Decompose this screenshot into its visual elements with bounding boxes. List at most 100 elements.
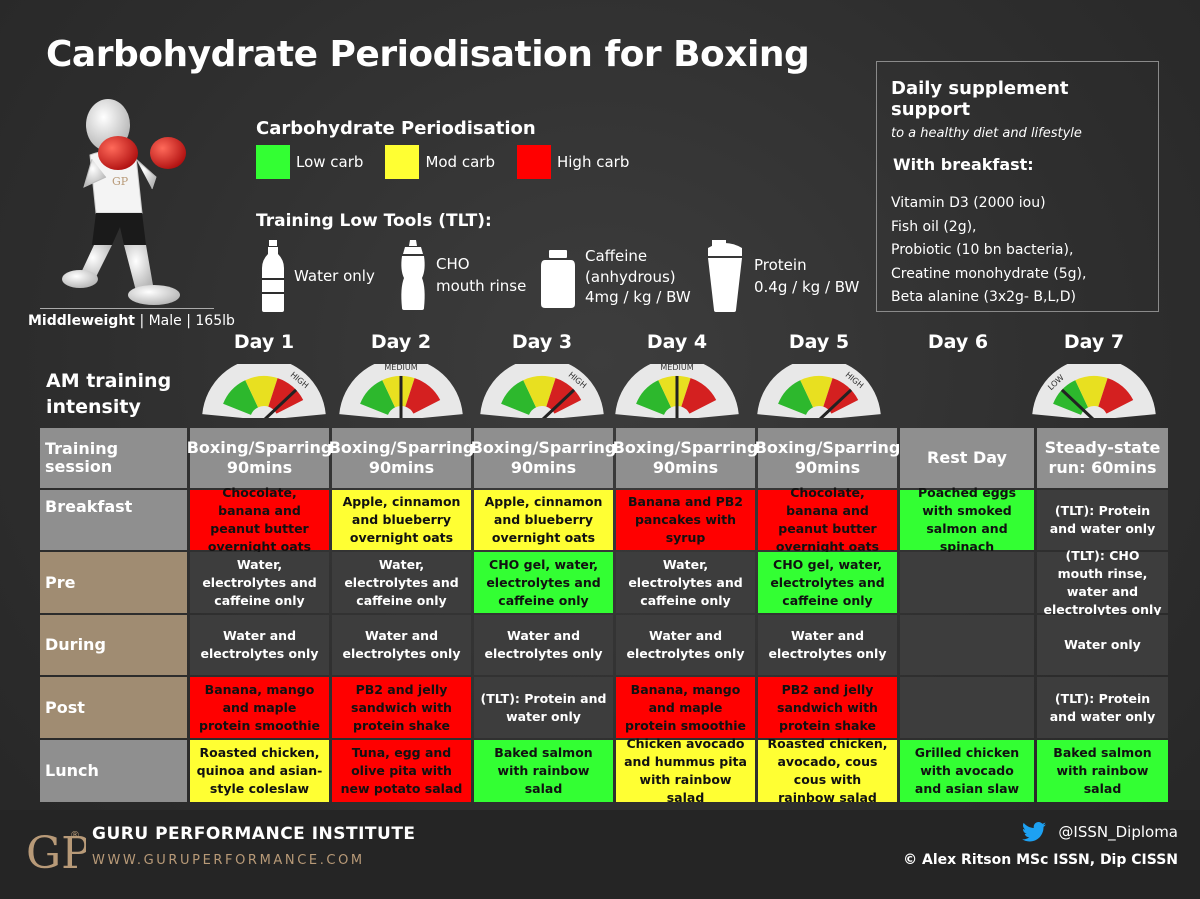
supplement-subtitle: to a healthy diet and lifestyle bbox=[891, 126, 1082, 141]
gauge-level-label: MEDIUM bbox=[384, 364, 417, 372]
gauge-segment bbox=[360, 380, 396, 415]
gauge-segment bbox=[1098, 378, 1134, 414]
session-cell: Rest Day bbox=[900, 428, 1034, 488]
row-label-lunch: Lunch bbox=[40, 740, 187, 802]
supplement-item: Vitamin D3 (2000 iou) bbox=[891, 195, 1046, 211]
athlete-details: | Male | 165lb bbox=[139, 313, 235, 329]
meal-cell: Roasted chicken, avocado, cous cous with… bbox=[758, 736, 897, 805]
supplement-tub-icon bbox=[541, 250, 575, 308]
am-label-line2: intensity bbox=[46, 396, 141, 418]
twitter-bird-icon bbox=[1022, 822, 1047, 842]
gauge-segment bbox=[501, 380, 537, 415]
tool-caffeine-line3: 4mg / kg / BW bbox=[585, 288, 691, 307]
tool-protein-line1: Protein bbox=[754, 255, 807, 274]
intensity-gauge-day-3: HIGH bbox=[480, 364, 604, 418]
supplement-item: Beta alanine (3x2g- B,L,D) bbox=[891, 289, 1076, 305]
intensity-gauge-day-2: MEDIUM bbox=[339, 364, 463, 418]
logo-text: GP bbox=[26, 828, 86, 879]
meal-cell: (TLT): CHO mouth rinse, water and electr… bbox=[1037, 548, 1168, 617]
carb-legend: Low carb Mod carb High carb bbox=[256, 145, 651, 179]
intensity-gauge-day-1: HIGH bbox=[202, 364, 326, 418]
meal-cell: Baked salmon with rainbow salad bbox=[1037, 740, 1168, 802]
day-label-2: Day 2 bbox=[370, 331, 432, 353]
meal-cell: PB2 and jelly sandwich with protein shak… bbox=[332, 677, 471, 738]
supplement-item: Probiotic (10 bn bacteria), bbox=[891, 242, 1074, 258]
session-cell: Boxing/Sparring 90mins bbox=[329, 428, 474, 488]
tool-cho-line1: CHO bbox=[436, 254, 470, 273]
gauge-segment bbox=[546, 378, 582, 414]
session-cell: Boxing/Sparring 90mins bbox=[187, 428, 332, 488]
tool-water: Water only bbox=[262, 240, 375, 312]
session-cell: Boxing/Sparring 90mins bbox=[755, 428, 900, 488]
water-bottle-icon bbox=[262, 240, 284, 312]
gauge-segment bbox=[382, 376, 415, 408]
day-label-4: Day 4 bbox=[646, 331, 708, 353]
gauge-segment bbox=[636, 380, 672, 415]
supplement-item: Creatine monohydrate (5g), bbox=[891, 265, 1087, 282]
day-label-3: Day 3 bbox=[511, 331, 573, 353]
gauge-needle bbox=[1060, 388, 1095, 418]
protein-shaker-icon bbox=[708, 240, 742, 312]
meal-cell: Banana and PB2 pancakes with syrup bbox=[616, 490, 755, 550]
mod-carb-swatch bbox=[385, 145, 420, 179]
meal-cell: Apple, cinnamon and blueberry overnight … bbox=[332, 490, 471, 550]
tool-cho-rinse: CHO mouth rinse bbox=[400, 240, 526, 310]
meal-cell: Chicken avocado and hummus pita with rai… bbox=[616, 736, 755, 805]
meal-cell bbox=[900, 615, 1034, 675]
tlt-title: Training Low Tools (TLT): bbox=[256, 211, 492, 231]
meal-cell: Water, electrolytes and caffeine only bbox=[616, 552, 755, 613]
intensity-gauge-day-5: HIGH bbox=[757, 364, 881, 418]
gauge-level-label: MEDIUM bbox=[660, 364, 693, 372]
intensity-gauge-day-7: LOW bbox=[1032, 364, 1156, 418]
gauge-segment bbox=[245, 376, 278, 408]
high-carb-label: High carb bbox=[556, 153, 630, 171]
page-title: Carbohydrate Periodisation for Boxing bbox=[46, 34, 810, 75]
gauge-needle bbox=[541, 388, 576, 418]
twitter-handle-text: @ISSN_Diploma bbox=[1058, 823, 1178, 841]
meal-cell: CHO gel, water, electrolytes and caffein… bbox=[474, 552, 613, 613]
gauge-segment bbox=[658, 376, 691, 408]
meal-cell: Water only bbox=[1037, 615, 1168, 675]
low-carb-swatch bbox=[256, 145, 290, 179]
svg-text:GP: GP bbox=[112, 175, 129, 188]
tool-caffeine-line1: Caffeine bbox=[585, 246, 648, 265]
am-label-line1: AM training bbox=[46, 370, 172, 392]
gauge-segment bbox=[823, 378, 859, 414]
boxer-figure-icon: GP bbox=[62, 99, 186, 305]
high-carb-swatch bbox=[516, 145, 551, 179]
day-label-7: Day 7 bbox=[1063, 331, 1125, 353]
tool-caffeine-line2: (anhydrous) bbox=[585, 267, 676, 286]
gauge-segment bbox=[800, 376, 833, 408]
meal-cell: Banana, mango and maple protein smoothie bbox=[190, 677, 329, 738]
twitter-handle[interactable]: @ISSN_Diploma bbox=[1022, 822, 1178, 842]
institute-url[interactable]: WWW.GURUPERFORMANCE.COM bbox=[92, 853, 365, 868]
meal-cell: Chocolate, banana and peanut butter over… bbox=[190, 485, 329, 554]
tool-caffeine: Caffeine (anhydrous) 4mg / kg / BW bbox=[541, 246, 691, 308]
gp-logo-icon: GP ® bbox=[26, 828, 86, 879]
day-label-6: Day 6 bbox=[927, 331, 989, 353]
gauge-segment bbox=[268, 378, 304, 414]
meal-cell: Baked salmon with rainbow salad bbox=[474, 740, 613, 802]
meal-cell: PB2 and jelly sandwich with protein shak… bbox=[758, 677, 897, 738]
supplement-with-label: With breakfast: bbox=[893, 155, 1034, 174]
row-label-training-session: Training session bbox=[40, 428, 187, 488]
day-label-5: Day 5 bbox=[788, 331, 850, 353]
gauge-needle bbox=[263, 388, 298, 418]
meal-plan-table: Training session Boxing/Sparring 90mins Bo… bbox=[40, 428, 1168, 805]
meal-cell: (TLT): Protein and water only bbox=[1037, 677, 1168, 738]
gauge-segment bbox=[523, 376, 556, 408]
meal-cell: Water, electrolytes and caffeine only bbox=[332, 552, 471, 613]
meal-cell: CHO gel, water, electrolytes and caffein… bbox=[758, 552, 897, 613]
meal-cell: Apple, cinnamon and blueberry overnight … bbox=[474, 490, 613, 550]
meal-cell: Water and electrolytes only bbox=[474, 615, 613, 675]
intensity-gauge-day-4: MEDIUM bbox=[615, 364, 739, 418]
session-cell: Boxing/Sparring 90mins bbox=[613, 428, 758, 488]
day-label-1: Day 1 bbox=[233, 331, 295, 353]
low-carb-label: Low carb bbox=[296, 153, 364, 171]
meal-cell: Roasted chicken, quinoa and asian-style … bbox=[190, 740, 329, 802]
meal-cell: Water and electrolytes only bbox=[758, 615, 897, 675]
row-label-pre: Pre bbox=[40, 552, 187, 613]
gauge-segment bbox=[405, 378, 441, 414]
meal-cell: Poached eggs with smoked salmon and spin… bbox=[900, 485, 1034, 554]
meal-cell: Water and electrolytes only bbox=[616, 615, 755, 675]
